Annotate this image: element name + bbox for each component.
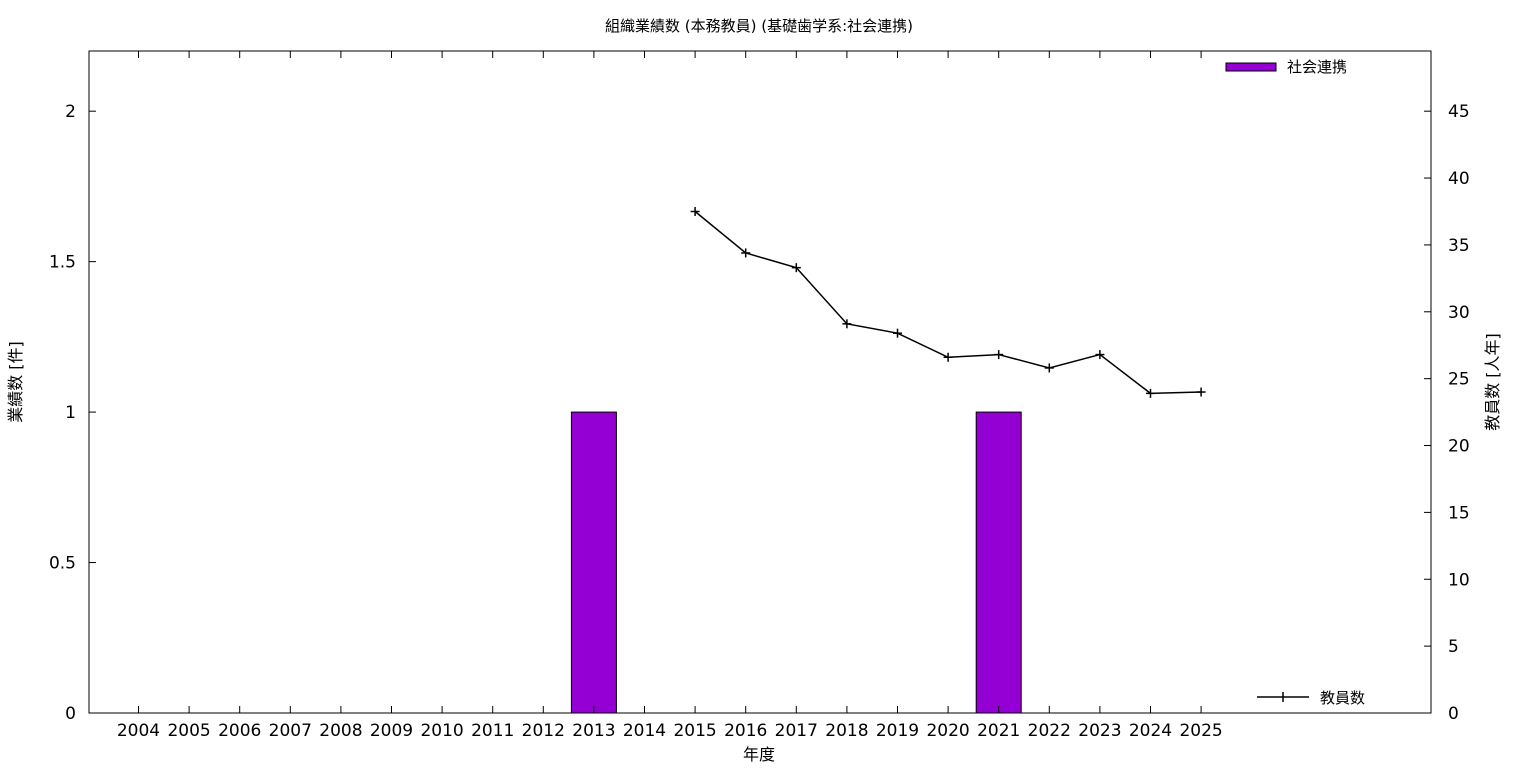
x-tick-label: 2024 (1129, 721, 1172, 741)
bar (570, 411, 617, 714)
x-axis-label: 年度 (743, 745, 775, 764)
legend-line-label: 教員数 (1320, 689, 1365, 707)
data-point (690, 206, 700, 216)
y2-tick-label: 30 (1448, 303, 1470, 323)
y-tick-label: 0.5 (49, 554, 76, 574)
data-point (1095, 350, 1105, 360)
x-tick-label: 2006 (218, 721, 261, 741)
data-point (791, 263, 801, 273)
chart-title: 組織業績数 (本務教員) (基礎歯学系:社会連携) (605, 17, 913, 35)
y-tick-label: 0 (65, 704, 76, 724)
data-point (994, 350, 1004, 360)
y-axis-label: 業績数 [件] (6, 341, 25, 423)
y2-tick-label: 0 (1448, 704, 1459, 724)
x-tick-label: 2016 (724, 721, 767, 741)
data-point (1196, 387, 1206, 397)
x-tick-label: 2010 (420, 721, 463, 741)
x-tick-label: 2025 (1179, 721, 1222, 741)
y2-axis-label: 教員数 [人年] (1483, 333, 1502, 431)
legend-bar-series: 社会連携 (1225, 58, 1347, 76)
y2-tick-label: 15 (1448, 503, 1470, 523)
x-tick-label: 2020 (926, 721, 969, 741)
x-tick-label: 2017 (775, 721, 818, 741)
bar (975, 411, 1022, 714)
x-tick-label: 2023 (1078, 721, 1121, 741)
data-point (842, 319, 852, 329)
x-tick-label: 2018 (825, 721, 868, 741)
x-tick-label: 2005 (167, 721, 210, 741)
bars-group (570, 411, 1022, 714)
data-point (741, 248, 751, 258)
x-tick-label: 2008 (319, 721, 362, 741)
y2-tick-label: 10 (1448, 570, 1470, 590)
legend-line-series: 教員数 (1257, 689, 1365, 707)
x-tick-label: 2022 (1028, 721, 1071, 741)
y-tick-label: 1 (65, 403, 76, 423)
ticks-group: 2004 2005 2006 2007 2008 2009 2010 2011 2012 2013… (49, 51, 1470, 741)
y2-tick-label: 35 (1448, 236, 1470, 256)
data-point (893, 328, 902, 338)
y-tick-label: 1.5 (49, 253, 76, 273)
y2-tick-label: 20 (1448, 437, 1470, 457)
x-tick-label: 2007 (269, 721, 312, 741)
y2-tick-label: 25 (1448, 370, 1470, 390)
legend-bar-label: 社会連携 (1287, 58, 1347, 76)
y2-tick-label: 45 (1448, 102, 1470, 122)
x-tick-label: 2013 (572, 721, 615, 741)
plot-frame (88, 50, 1432, 714)
x-tick-label: 2021 (977, 721, 1020, 741)
x-tick-label: 2014 (623, 721, 666, 741)
x-tick-label: 2019 (876, 721, 919, 741)
line-series-group (690, 206, 1206, 398)
x-tick-label: 2004 (117, 721, 160, 741)
x-tick-label: 2009 (370, 721, 413, 741)
x-tick-label: 2012 (522, 721, 565, 741)
data-point (1146, 388, 1155, 398)
y-tick-label: 2 (65, 102, 76, 122)
data-point (1044, 363, 1054, 373)
y2-tick-label: 40 (1448, 169, 1470, 189)
data-point (943, 352, 953, 362)
y2-tick-label: 5 (1448, 637, 1459, 657)
x-tick-label: 2015 (673, 721, 716, 741)
legend-bar-swatch (1225, 62, 1277, 72)
faculty-line (694, 210, 1202, 395)
x-tick-label: 2011 (471, 721, 514, 741)
